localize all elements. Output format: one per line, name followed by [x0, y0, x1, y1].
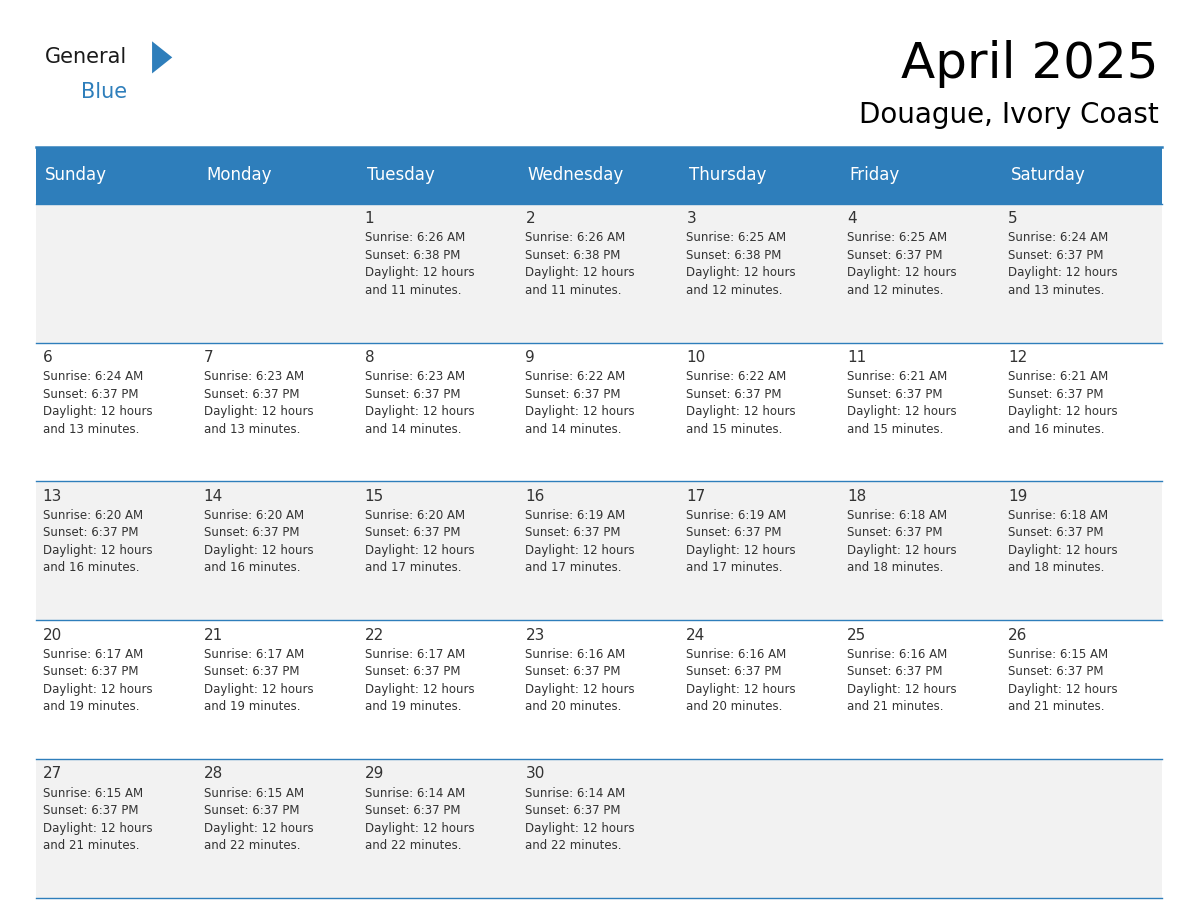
Text: Thursday: Thursday	[689, 166, 766, 185]
Text: 30: 30	[525, 767, 545, 781]
Text: Blue: Blue	[81, 82, 127, 102]
Text: 27: 27	[43, 767, 62, 781]
Text: Sunrise: 6:15 AM
Sunset: 6:37 PM
Daylight: 12 hours
and 21 minutes.: Sunrise: 6:15 AM Sunset: 6:37 PM Dayligh…	[1009, 648, 1118, 713]
Text: April 2025: April 2025	[901, 40, 1158, 88]
Text: 13: 13	[43, 488, 62, 504]
Text: Sunrise: 6:23 AM
Sunset: 6:37 PM
Daylight: 12 hours
and 13 minutes.: Sunrise: 6:23 AM Sunset: 6:37 PM Dayligh…	[203, 370, 314, 436]
Bar	[36, 147, 1162, 204]
Text: 29: 29	[365, 767, 384, 781]
Text: Wednesday: Wednesday	[527, 166, 624, 185]
Text: Sunrise: 6:19 AM
Sunset: 6:37 PM
Daylight: 12 hours
and 17 minutes.: Sunrise: 6:19 AM Sunset: 6:37 PM Dayligh…	[687, 509, 796, 575]
Text: 14: 14	[203, 488, 223, 504]
Text: 23: 23	[525, 628, 545, 643]
Text: Sunrise: 6:19 AM
Sunset: 6:37 PM
Daylight: 12 hours
and 17 minutes.: Sunrise: 6:19 AM Sunset: 6:37 PM Dayligh…	[525, 509, 636, 575]
Text: Sunrise: 6:18 AM
Sunset: 6:37 PM
Daylight: 12 hours
and 18 minutes.: Sunrise: 6:18 AM Sunset: 6:37 PM Dayligh…	[1009, 509, 1118, 575]
Text: Sunrise: 6:25 AM
Sunset: 6:37 PM
Daylight: 12 hours
and 12 minutes.: Sunrise: 6:25 AM Sunset: 6:37 PM Dayligh…	[847, 231, 956, 297]
Text: Friday: Friday	[849, 166, 899, 185]
Text: Sunday: Sunday	[45, 166, 107, 185]
Text: Sunrise: 6:17 AM
Sunset: 6:37 PM
Daylight: 12 hours
and 19 minutes.: Sunrise: 6:17 AM Sunset: 6:37 PM Dayligh…	[203, 648, 314, 713]
Text: Sunrise: 6:24 AM
Sunset: 6:37 PM
Daylight: 12 hours
and 13 minutes.: Sunrise: 6:24 AM Sunset: 6:37 PM Dayligh…	[43, 370, 152, 436]
Text: 12: 12	[1009, 350, 1028, 365]
Text: 25: 25	[847, 628, 866, 643]
Text: 1: 1	[365, 211, 374, 226]
Text: Sunrise: 6:26 AM
Sunset: 6:38 PM
Daylight: 12 hours
and 11 minutes.: Sunrise: 6:26 AM Sunset: 6:38 PM Dayligh…	[525, 231, 636, 297]
Bar	[36, 759, 1162, 898]
Text: General: General	[45, 47, 127, 67]
Text: Sunrise: 6:22 AM
Sunset: 6:37 PM
Daylight: 12 hours
and 15 minutes.: Sunrise: 6:22 AM Sunset: 6:37 PM Dayligh…	[687, 370, 796, 436]
Text: Sunrise: 6:25 AM
Sunset: 6:38 PM
Daylight: 12 hours
and 12 minutes.: Sunrise: 6:25 AM Sunset: 6:38 PM Dayligh…	[687, 231, 796, 297]
Text: Sunrise: 6:16 AM
Sunset: 6:37 PM
Daylight: 12 hours
and 20 minutes.: Sunrise: 6:16 AM Sunset: 6:37 PM Dayligh…	[687, 648, 796, 713]
Text: 7: 7	[203, 350, 214, 365]
Text: 17: 17	[687, 488, 706, 504]
Text: 24: 24	[687, 628, 706, 643]
Text: Sunrise: 6:26 AM
Sunset: 6:38 PM
Daylight: 12 hours
and 11 minutes.: Sunrise: 6:26 AM Sunset: 6:38 PM Dayligh…	[365, 231, 474, 297]
Text: Sunrise: 6:18 AM
Sunset: 6:37 PM
Daylight: 12 hours
and 18 minutes.: Sunrise: 6:18 AM Sunset: 6:37 PM Dayligh…	[847, 509, 956, 575]
Text: 3: 3	[687, 211, 696, 226]
Text: 19: 19	[1009, 488, 1028, 504]
Text: Sunrise: 6:15 AM
Sunset: 6:37 PM
Daylight: 12 hours
and 21 minutes.: Sunrise: 6:15 AM Sunset: 6:37 PM Dayligh…	[43, 787, 152, 852]
Text: Sunrise: 6:21 AM
Sunset: 6:37 PM
Daylight: 12 hours
and 16 minutes.: Sunrise: 6:21 AM Sunset: 6:37 PM Dayligh…	[1009, 370, 1118, 436]
Text: Sunrise: 6:16 AM
Sunset: 6:37 PM
Daylight: 12 hours
and 21 minutes.: Sunrise: 6:16 AM Sunset: 6:37 PM Dayligh…	[847, 648, 956, 713]
Text: Sunrise: 6:20 AM
Sunset: 6:37 PM
Daylight: 12 hours
and 16 minutes.: Sunrise: 6:20 AM Sunset: 6:37 PM Dayligh…	[43, 509, 152, 575]
Text: Sunrise: 6:17 AM
Sunset: 6:37 PM
Daylight: 12 hours
and 19 minutes.: Sunrise: 6:17 AM Sunset: 6:37 PM Dayligh…	[43, 648, 152, 713]
Text: Sunrise: 6:21 AM
Sunset: 6:37 PM
Daylight: 12 hours
and 15 minutes.: Sunrise: 6:21 AM Sunset: 6:37 PM Dayligh…	[847, 370, 956, 436]
Polygon shape	[152, 41, 172, 73]
Text: Sunrise: 6:17 AM
Sunset: 6:37 PM
Daylight: 12 hours
and 19 minutes.: Sunrise: 6:17 AM Sunset: 6:37 PM Dayligh…	[365, 648, 474, 713]
Text: Sunrise: 6:16 AM
Sunset: 6:37 PM
Daylight: 12 hours
and 20 minutes.: Sunrise: 6:16 AM Sunset: 6:37 PM Dayligh…	[525, 648, 636, 713]
Text: 22: 22	[365, 628, 384, 643]
Text: 2: 2	[525, 211, 535, 226]
Text: 10: 10	[687, 350, 706, 365]
Text: Sunrise: 6:20 AM
Sunset: 6:37 PM
Daylight: 12 hours
and 16 minutes.: Sunrise: 6:20 AM Sunset: 6:37 PM Dayligh…	[203, 509, 314, 575]
Text: Sunrise: 6:23 AM
Sunset: 6:37 PM
Daylight: 12 hours
and 14 minutes.: Sunrise: 6:23 AM Sunset: 6:37 PM Dayligh…	[365, 370, 474, 436]
Text: 21: 21	[203, 628, 223, 643]
Text: Sunrise: 6:14 AM
Sunset: 6:37 PM
Daylight: 12 hours
and 22 minutes.: Sunrise: 6:14 AM Sunset: 6:37 PM Dayligh…	[365, 787, 474, 852]
Text: 8: 8	[365, 350, 374, 365]
Text: 15: 15	[365, 488, 384, 504]
Text: 18: 18	[847, 488, 866, 504]
Text: 11: 11	[847, 350, 866, 365]
Text: Sunrise: 6:14 AM
Sunset: 6:37 PM
Daylight: 12 hours
and 22 minutes.: Sunrise: 6:14 AM Sunset: 6:37 PM Dayligh…	[525, 787, 636, 852]
Text: 16: 16	[525, 488, 545, 504]
Text: Sunrise: 6:24 AM
Sunset: 6:37 PM
Daylight: 12 hours
and 13 minutes.: Sunrise: 6:24 AM Sunset: 6:37 PM Dayligh…	[1009, 231, 1118, 297]
Text: Sunrise: 6:15 AM
Sunset: 6:37 PM
Daylight: 12 hours
and 22 minutes.: Sunrise: 6:15 AM Sunset: 6:37 PM Dayligh…	[203, 787, 314, 852]
Bar	[36, 342, 1162, 481]
Text: 5: 5	[1009, 211, 1018, 226]
Text: 20: 20	[43, 628, 62, 643]
Text: Tuesday: Tuesday	[367, 166, 435, 185]
Text: Sunrise: 6:22 AM
Sunset: 6:37 PM
Daylight: 12 hours
and 14 minutes.: Sunrise: 6:22 AM Sunset: 6:37 PM Dayligh…	[525, 370, 636, 436]
Text: 6: 6	[43, 350, 52, 365]
Text: Sunrise: 6:20 AM
Sunset: 6:37 PM
Daylight: 12 hours
and 17 minutes.: Sunrise: 6:20 AM Sunset: 6:37 PM Dayligh…	[365, 509, 474, 575]
Text: Saturday: Saturday	[1011, 166, 1085, 185]
Bar	[36, 204, 1162, 342]
Text: Monday: Monday	[206, 166, 272, 185]
Text: 9: 9	[525, 350, 535, 365]
Text: 4: 4	[847, 211, 857, 226]
Bar	[36, 621, 1162, 759]
Text: 28: 28	[203, 767, 223, 781]
Text: 26: 26	[1009, 628, 1028, 643]
Text: Douague, Ivory Coast: Douague, Ivory Coast	[859, 101, 1158, 129]
Bar	[36, 481, 1162, 621]
